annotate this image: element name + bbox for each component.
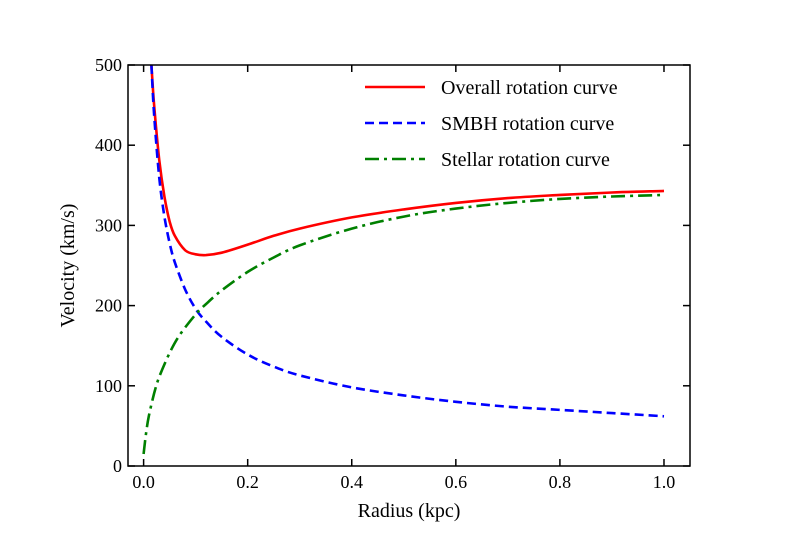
y-axis-title: Velocity (km/s) [57,204,79,328]
y-tick-label: 500 [95,55,122,75]
legend: Overall rotation curve SMBH rotation curv… [365,77,618,171]
plot-frame [127,64,691,467]
x-axis-title: Radius (kpc) [358,500,461,522]
x-tick-label: 0.4 [341,472,364,492]
x-tick-label: 0.8 [549,472,572,492]
x-tick-label: 0.2 [236,472,259,492]
y-tick-label: 100 [95,376,122,396]
series-line-1 [150,65,665,257]
y-tick-label: 400 [95,135,122,155]
legend-label-3: Stellar rotation curve [441,149,610,171]
series-line-2 [150,65,665,418]
axis-ticks: 0.0 0.2 0.4 0.6 0.8 1.0 0 100 200 300 400 500 [95,55,690,492]
x-tick-label: 0.6 [445,472,468,492]
legend-label-1: Overall rotation curve [441,77,618,99]
plot-area [142,65,665,455]
y-tick-label: 200 [95,296,122,316]
y-tick-label: 300 [95,215,122,235]
x-tick-label: 0.0 [132,472,155,492]
series-line-3 [142,193,665,455]
legend-label-2: SMBH rotation curve [441,113,614,135]
x-tick-label: 1.0 [653,472,676,492]
y-tick-label: 0 [113,456,122,476]
